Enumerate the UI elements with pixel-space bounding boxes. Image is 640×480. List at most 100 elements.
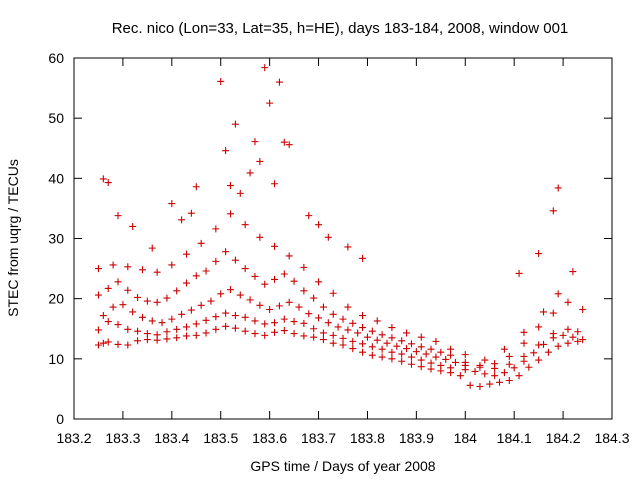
x-tick-label: 183.9 [399, 430, 434, 446]
data-point [134, 293, 142, 301]
data-point [143, 330, 151, 338]
data-point [94, 265, 102, 273]
data-point [290, 318, 298, 326]
data-point [138, 313, 146, 321]
data-point [427, 359, 435, 367]
data-point [432, 353, 440, 361]
data-point [305, 310, 313, 318]
y-tick-label: 10 [48, 351, 64, 367]
data-point [212, 257, 220, 265]
data-point [251, 330, 259, 338]
x-tick-label: 184 [454, 430, 478, 446]
data-point [295, 303, 303, 311]
data-point [231, 120, 239, 128]
data-point [261, 320, 269, 328]
data-point [354, 329, 362, 337]
data-point [212, 313, 220, 321]
data-point [407, 353, 415, 361]
data-point [231, 312, 239, 320]
data-point [212, 325, 220, 333]
data-point [481, 356, 489, 364]
data-point [94, 291, 102, 299]
data-point [124, 341, 132, 349]
data-point [94, 341, 102, 349]
data-point [275, 78, 283, 86]
data-point [505, 376, 513, 384]
data-point [476, 383, 484, 391]
x-tick-label: 183.6 [252, 430, 287, 446]
data-point [373, 317, 381, 325]
data-point [271, 275, 279, 283]
data-points [94, 64, 587, 391]
data-point [432, 337, 440, 345]
data-point [241, 265, 249, 273]
data-point [192, 183, 200, 191]
data-point [315, 278, 323, 286]
data-point [134, 327, 142, 335]
chart-title: Rec. nico (Lon=33, Lat=35, h=HE), days 1… [112, 20, 569, 37]
data-point [359, 254, 367, 262]
data-point [227, 286, 235, 294]
data-point [579, 336, 587, 344]
data-point [368, 327, 376, 335]
data-point [334, 323, 342, 331]
data-point [256, 157, 264, 165]
data-point [505, 360, 513, 368]
data-point [187, 209, 195, 217]
data-point [251, 138, 259, 146]
x-tick-label: 183.4 [154, 430, 189, 446]
data-point [153, 331, 161, 339]
data-point [359, 324, 367, 332]
data-point [99, 339, 107, 347]
data-point [173, 334, 181, 342]
data-point [222, 322, 230, 330]
data-point [143, 297, 151, 305]
data-point [168, 261, 176, 269]
data-point [417, 343, 425, 351]
data-point [266, 305, 274, 313]
data-point [344, 326, 352, 334]
data-point [559, 331, 567, 339]
data-point [403, 329, 411, 337]
data-point [427, 365, 435, 373]
data-point [280, 138, 288, 146]
data-point [554, 184, 562, 192]
data-point [329, 339, 337, 347]
x-tick-label: 183.7 [301, 430, 336, 446]
data-point [231, 256, 239, 264]
x-tick-label: 184.3 [594, 430, 629, 446]
data-point [554, 290, 562, 298]
data-point [202, 267, 210, 275]
data-point [217, 290, 225, 298]
data-point [520, 339, 528, 347]
data-point [329, 331, 337, 339]
data-point [339, 315, 347, 323]
data-point [500, 345, 508, 353]
data-point [569, 333, 577, 341]
data-point [363, 333, 371, 341]
data-point [403, 345, 411, 353]
data-point [285, 141, 293, 149]
data-point [549, 330, 557, 338]
data-point [192, 331, 200, 339]
data-point [378, 353, 386, 361]
data-point [456, 372, 464, 380]
data-point [437, 348, 445, 356]
data-point [173, 287, 181, 295]
data-point [280, 327, 288, 335]
data-point [182, 332, 190, 340]
data-point [261, 331, 269, 339]
data-point [505, 352, 513, 360]
data-point [388, 334, 396, 342]
data-point [319, 303, 327, 311]
data-point [114, 340, 122, 348]
data-point [246, 296, 254, 304]
data-point [129, 308, 137, 316]
data-point [388, 355, 396, 363]
y-tick-label: 50 [48, 110, 64, 126]
data-point [329, 310, 337, 318]
data-point [349, 319, 357, 327]
data-point [182, 279, 190, 287]
data-point [427, 345, 435, 353]
data-point [275, 302, 283, 310]
